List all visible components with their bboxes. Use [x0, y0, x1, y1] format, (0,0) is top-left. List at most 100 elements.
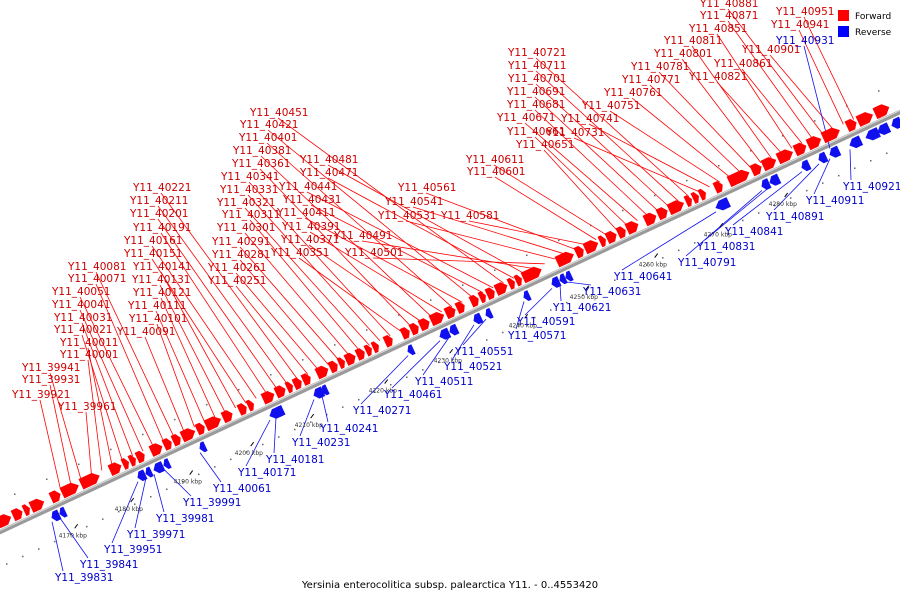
forward-connector — [361, 240, 535, 270]
reverse-gene-label: Y11_40921 — [842, 181, 900, 193]
forward-gene-arrow — [443, 306, 456, 320]
scale-tick-label: 4230 kbp — [434, 357, 462, 364]
forward-connector — [681, 58, 762, 164]
legend-reverse-swatch — [838, 26, 849, 37]
track-dot — [46, 478, 48, 481]
forward-gene-arrow — [775, 149, 794, 165]
forward-gene-arrow — [28, 498, 45, 513]
track-dot — [838, 174, 840, 177]
reverse-gene-arrow — [51, 509, 62, 522]
reverse-connector — [565, 281, 592, 286]
reverse-connector — [134, 477, 147, 529]
forward-gene-arrow — [792, 142, 807, 157]
forward-connector — [159, 284, 226, 413]
forward-gene-label: Y11_40071 — [67, 273, 126, 285]
forward-connector — [79, 296, 154, 447]
forward-gene-arrow — [107, 462, 122, 476]
reverse-gene-label: Y11_40271 — [352, 405, 411, 417]
forward-connector — [239, 259, 329, 366]
reverse-connector — [360, 355, 409, 405]
forward-gene-label: Y11_40771 — [621, 74, 680, 86]
forward-gene-arrow — [59, 482, 79, 499]
forward-gene-label: Y11_40031 — [53, 312, 112, 324]
reverse-gene-arrow — [163, 458, 172, 470]
track-dot — [294, 428, 296, 431]
forward-connector — [609, 110, 721, 183]
forward-gene-label: Y11_40761 — [603, 87, 662, 99]
forward-gene-label: Y11_40351 — [270, 247, 329, 259]
forward-gene-label: Y11_40091 — [116, 326, 175, 338]
reverse-connector — [111, 481, 139, 544]
forward-connector — [81, 334, 123, 462]
scale-tick-label: 4180 kbp — [115, 506, 143, 513]
forward-gene-label: Y11_40711 — [507, 60, 566, 72]
forward-gene-label: Y11_40311 — [221, 209, 280, 221]
reverse-gene-arrow — [565, 270, 574, 282]
forward-gene-label: Y11_40901 — [741, 44, 800, 56]
reverse-gene-arrow — [199, 441, 208, 453]
forward-gene-label: Y11_39961 — [57, 401, 116, 413]
forward-gene-label: Y11_40441 — [278, 181, 337, 193]
forward-gene-arrow — [582, 240, 599, 255]
track-dot — [486, 339, 488, 341]
forward-connector — [81, 322, 134, 457]
forward-connector — [235, 272, 319, 370]
track-dot — [494, 269, 496, 271]
forward-connector — [412, 206, 566, 255]
track-dot — [262, 443, 264, 446]
scale-tick-label: 4260 kbp — [639, 262, 667, 269]
forward-gene-arrow — [21, 504, 30, 517]
reverse-connector — [273, 417, 277, 454]
reverse-gene-label: Y11_40791 — [677, 257, 736, 269]
forward-connector — [79, 309, 144, 452]
forward-connector — [573, 137, 700, 193]
reverse-connector — [559, 284, 562, 302]
track-dot — [430, 299, 432, 301]
reverse-connector — [245, 419, 271, 467]
forward-gene-arrow — [370, 341, 379, 354]
track-dot — [462, 284, 464, 286]
forward-gene-arrow — [690, 192, 699, 204]
forward-gene-label: Y11_40871 — [699, 10, 758, 22]
forward-gene-label: Y11_39931 — [21, 374, 80, 386]
track-dot — [518, 324, 520, 326]
gene-arrows — [0, 104, 900, 529]
reverse-gene-label: Y11_39951 — [103, 544, 162, 556]
forward-connector — [769, 54, 834, 130]
track-dot — [678, 249, 680, 252]
track-dot — [22, 555, 24, 558]
track-dot — [806, 189, 808, 192]
forward-gene-label: Y11_40941 — [770, 19, 829, 31]
forward-gene-arrow — [363, 344, 372, 357]
forward-connector — [534, 136, 628, 226]
forward-connector — [535, 70, 679, 202]
forward-gene-arrow — [127, 454, 136, 467]
reverse-connector — [732, 171, 803, 226]
forward-connector — [157, 205, 288, 385]
forward-connector — [95, 283, 164, 442]
forward-connector — [277, 117, 504, 284]
forward-gene-arrow — [0, 514, 12, 529]
forward-connector — [144, 336, 185, 433]
forward-connector — [425, 192, 576, 250]
forward-connector — [298, 257, 401, 332]
forward-gene-arrow — [273, 385, 286, 399]
forward-connector — [95, 271, 175, 438]
forward-connector — [157, 218, 278, 390]
forward-gene-label: Y11_40731 — [545, 127, 604, 139]
track-dot — [406, 376, 408, 379]
scale-tick-label: 4250 kbp — [570, 294, 598, 301]
track-dot — [534, 316, 536, 319]
forward-gene-label: Y11_40401 — [238, 132, 297, 144]
reverse-gene-arrow — [715, 197, 731, 211]
forward-connector — [267, 129, 473, 298]
reverse-gene-arrow — [761, 178, 772, 190]
reverse-gene-arrow — [769, 173, 782, 186]
reverse-gene-label: Y11_40571 — [507, 330, 566, 342]
reverse-connector — [515, 301, 525, 330]
reverse-gene-arrow — [801, 159, 812, 172]
forward-gene-label: Y11_40381 — [232, 145, 291, 157]
forward-connector — [309, 231, 442, 313]
track-dot — [110, 448, 112, 451]
reverse-connector — [621, 211, 717, 271]
